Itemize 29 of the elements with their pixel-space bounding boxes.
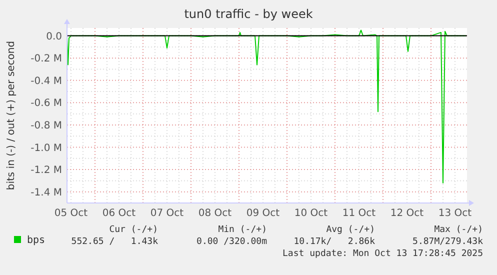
y-tick-label: -0.6 M	[30, 98, 62, 110]
text: 0.00 /320.00m	[196, 237, 267, 247]
y-tick-label: -1.4 M	[30, 187, 62, 198]
x-tick-label: 08 Oct	[198, 208, 232, 219]
text: Last update: Mon Oct 13 17:28:45 2025	[282, 249, 483, 259]
y-axis-title: bits in (-) / out (+) per second	[6, 40, 17, 190]
y-tick-label: -0.2 M	[30, 54, 62, 65]
text: 5.87M/279.43k	[412, 237, 484, 247]
y-tick-label: 0.0	[46, 31, 62, 42]
x-tick-label: 06 Oct	[102, 208, 136, 219]
text: 552.65 / 1.43k	[71, 237, 159, 247]
x-tick-label: 05 Oct	[54, 208, 88, 219]
x-tick-label: 11 Oct	[342, 208, 376, 219]
text: 10.17k/ 2.86k	[294, 237, 376, 247]
x-tick-label: 13 Oct	[438, 208, 472, 219]
text: Max (-/+)	[434, 225, 483, 235]
x-tick-label: 10 Oct	[294, 208, 328, 219]
text: Avg (-/+)	[326, 225, 375, 235]
x-tick-label: 12 Oct	[390, 208, 424, 219]
text: Min (-/+)	[218, 225, 267, 235]
x-tick-label: 07 Oct	[150, 208, 184, 219]
y-tick-label: -1.0 M	[30, 142, 62, 154]
chart-title: tun0 traffic - by week	[184, 7, 313, 21]
y-tick-label: -1.2 M	[30, 165, 62, 176]
legend-label: bps	[27, 235, 46, 246]
y-tick-label: -0.8 M	[30, 120, 62, 132]
y-tick-label: -0.4 M	[30, 76, 62, 87]
text: Cur (-/+)	[109, 225, 158, 235]
x-tick-label: 09 Oct	[246, 208, 280, 219]
